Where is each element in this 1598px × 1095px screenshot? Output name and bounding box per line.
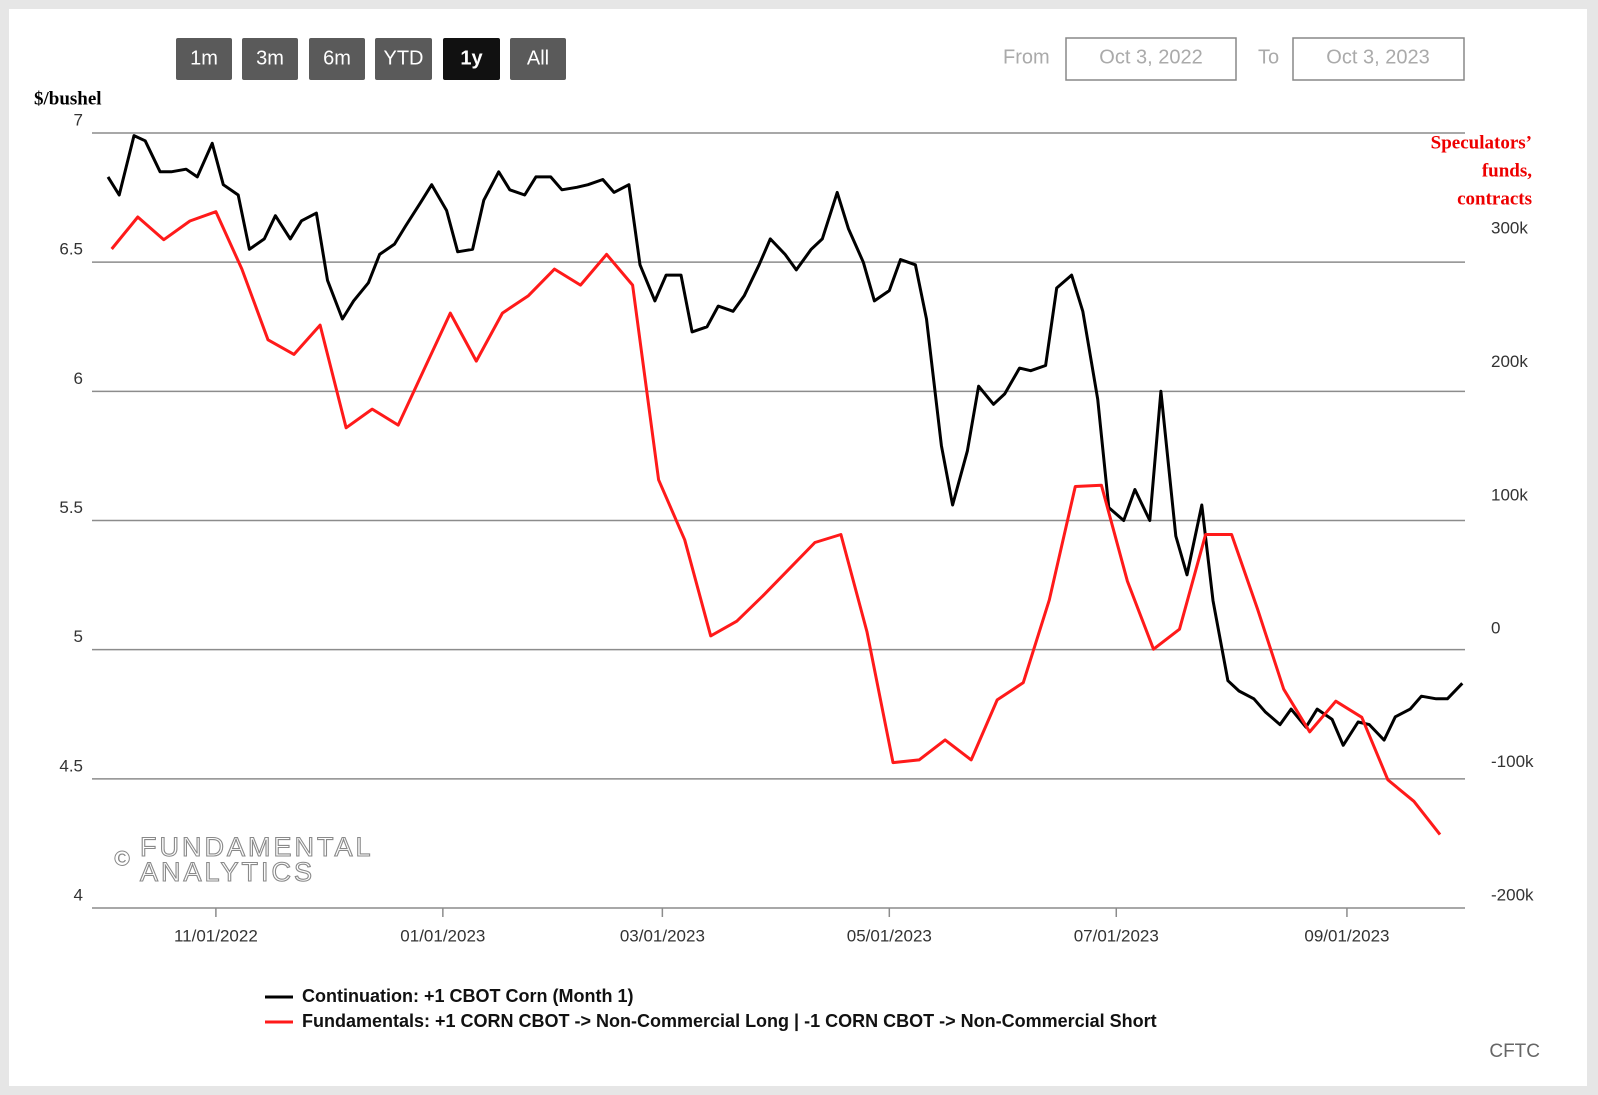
to-date[interactable]: Oct 3, 2023: [1326, 46, 1429, 68]
y-tick-label: 5: [74, 627, 83, 646]
range-button[interactable]: [443, 38, 500, 80]
from-date[interactable]: Oct 3, 2022: [1099, 46, 1202, 68]
watermark: FUNDAMENTAL: [140, 832, 374, 862]
x-tick-label: 05/01/2023: [847, 926, 932, 945]
range-button-label[interactable]: 3m: [256, 47, 284, 69]
y2-tick-label: -100k: [1491, 752, 1534, 771]
legend-label[interactable]: Continuation: +1 CBOT Corn (Month 1): [302, 986, 633, 1006]
range-button[interactable]: [375, 38, 432, 80]
y-tick-label: 6.5: [59, 240, 83, 259]
range-button[interactable]: [176, 38, 232, 80]
range-button-label[interactable]: 1y: [460, 47, 483, 69]
range-button[interactable]: [309, 38, 365, 80]
series-line: [106, 134, 1464, 747]
range-button-label[interactable]: 6m: [323, 47, 351, 69]
y2-axis-title: Speculators’: [1431, 132, 1532, 153]
x-tick-label: 11/01/2022: [174, 926, 258, 945]
from-input[interactable]: [1065, 37, 1237, 81]
y-tick-label: 6: [74, 369, 83, 388]
source-credit: CFTC: [1489, 1041, 1540, 1062]
y2-tick-label: 100k: [1491, 485, 1528, 504]
y-tick-label: 5.5: [59, 498, 83, 517]
legend-label[interactable]: Fundamentals: +1 CORN CBOT -> Non-Commer…: [302, 1011, 1157, 1031]
y-tick-label: 4.5: [59, 756, 83, 775]
y-axis-title: $/bushel: [34, 88, 102, 109]
series-line: [110, 210, 1442, 836]
y2-tick-label: 200k: [1491, 352, 1528, 371]
x-tick-label: 01/01/2023: [400, 926, 485, 945]
watermark-symbol: ©: [114, 846, 130, 871]
y-tick-label: 7: [74, 110, 83, 129]
range-button-label[interactable]: YTD: [384, 47, 424, 69]
y2-tick-label: -200k: [1491, 885, 1534, 904]
range-button[interactable]: [242, 38, 298, 80]
x-tick-label: 09/01/2023: [1304, 926, 1389, 945]
chart-panel: [9, 9, 1587, 1086]
range-button-label[interactable]: All: [527, 47, 549, 69]
y2-tick-label: 300k: [1491, 219, 1528, 238]
from-label: From: [1003, 46, 1050, 68]
to-input[interactable]: [1292, 37, 1465, 81]
y2-tick-label: 0: [1491, 619, 1500, 638]
y-tick-label: 4: [74, 885, 83, 904]
x-tick-label: 07/01/2023: [1074, 926, 1159, 945]
x-tick-label: 03/01/2023: [620, 926, 705, 945]
range-button-label[interactable]: 1m: [190, 47, 218, 69]
watermark: ANALYTICS: [140, 857, 315, 887]
range-button[interactable]: [510, 38, 566, 80]
to-label: To: [1258, 46, 1279, 68]
y2-axis-title: funds,: [1482, 160, 1532, 181]
y2-axis-title: contracts: [1457, 188, 1532, 209]
